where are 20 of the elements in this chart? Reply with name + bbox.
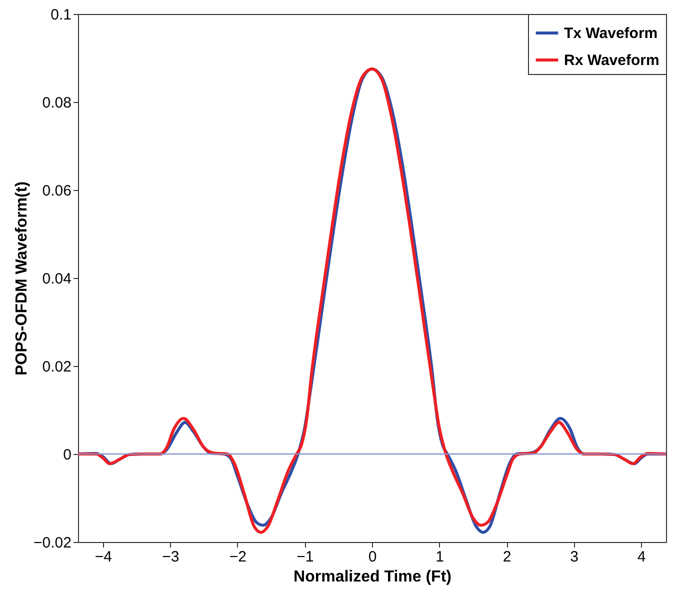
x-tick-label: 1 (436, 548, 444, 566)
x-tick-label: 0 (368, 548, 377, 566)
x-tick-label: −1 (296, 548, 314, 566)
x-tick-label: −4 (94, 548, 112, 566)
x-tick-label: −2 (229, 548, 246, 566)
legend-label: Tx Waveform (564, 25, 658, 42)
y-axis-title: POPS-OFDM Waveform(t) (14, 181, 31, 376)
legend-label: Rx Waveform (564, 52, 660, 69)
y-tick-label: 0.08 (42, 94, 72, 112)
y-tick-label: 0.1 (50, 6, 72, 24)
y-tick-label: 0 (63, 446, 72, 464)
x-tick-label: 2 (502, 548, 512, 566)
y-tick-label: 0.02 (42, 358, 72, 376)
x-tick-label: −3 (162, 548, 180, 566)
x-tick-label: 3 (570, 548, 579, 566)
x-tick-label: 4 (637, 548, 646, 566)
y-tick-label: 0.04 (42, 270, 72, 288)
y-tick-label: 0.06 (42, 182, 72, 200)
y-tick-label: −0.02 (34, 534, 72, 552)
x-axis-title: Normalized Time (Ft) (294, 568, 452, 586)
